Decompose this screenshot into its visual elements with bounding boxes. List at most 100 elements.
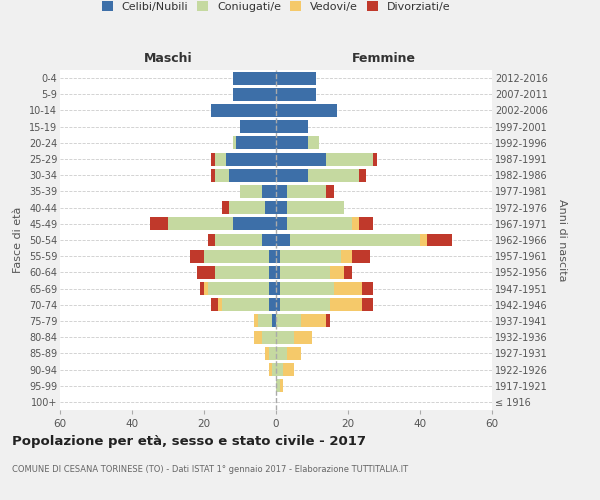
Bar [222,298,269,311]
Bar [211,104,276,117]
Bar [294,330,312,344]
Bar [427,234,452,246]
Bar [200,282,204,295]
Bar [287,347,301,360]
Bar [280,298,330,311]
Bar [226,152,276,166]
Bar [269,363,272,376]
Bar [190,250,204,262]
Bar [215,266,269,279]
Bar [420,234,427,246]
Bar [276,218,287,230]
Bar [359,218,373,230]
Bar [276,88,316,101]
Bar [280,266,330,279]
Bar [211,169,215,181]
Bar [276,152,326,166]
Bar [276,234,290,246]
Bar [276,72,316,85]
Bar [254,314,258,328]
Bar [308,136,319,149]
Bar [240,120,276,133]
Bar [262,185,276,198]
Bar [269,347,276,360]
Bar [211,298,218,311]
Bar [344,266,352,279]
Bar [269,282,276,295]
Bar [352,250,370,262]
Bar [280,379,283,392]
Bar [326,314,330,328]
Bar [341,250,352,262]
Bar [276,201,287,214]
Bar [233,136,236,149]
Text: Femmine: Femmine [352,52,416,65]
Bar [276,330,294,344]
Bar [287,201,344,214]
Bar [276,136,308,149]
Bar [215,234,262,246]
Legend: Celibi/Nubili, Coniugati/e, Vedovi/e, Divorziati/e: Celibi/Nubili, Coniugati/e, Vedovi/e, Di… [101,1,451,11]
Bar [359,169,366,181]
Bar [215,152,226,166]
Bar [215,169,229,181]
Bar [373,152,377,166]
Bar [272,314,276,328]
Bar [233,218,276,230]
Bar [276,250,280,262]
Bar [197,266,215,279]
Bar [330,298,362,311]
Bar [265,347,269,360]
Bar [269,266,276,279]
Bar [265,201,276,214]
Bar [280,282,334,295]
Bar [208,282,269,295]
Bar [276,379,280,392]
Bar [276,120,308,133]
Bar [229,169,276,181]
Bar [326,152,373,166]
Text: Maschi: Maschi [143,52,193,65]
Bar [290,234,420,246]
Bar [276,347,287,360]
Bar [208,234,215,246]
Bar [272,363,276,376]
Bar [276,169,308,181]
Bar [262,330,276,344]
Bar [334,282,362,295]
Bar [287,185,326,198]
Y-axis label: Fasce di età: Fasce di età [13,207,23,273]
Bar [326,185,334,198]
Bar [218,298,222,311]
Bar [362,298,373,311]
Bar [276,266,280,279]
Bar [276,282,280,295]
Bar [204,250,269,262]
Bar [269,250,276,262]
Bar [276,185,287,198]
Bar [352,218,359,230]
Bar [222,201,229,214]
Bar [229,201,265,214]
Bar [254,330,262,344]
Bar [258,314,272,328]
Bar [276,104,337,117]
Bar [283,363,294,376]
Bar [308,169,359,181]
Text: COMUNE DI CESANA TORINESE (TO) - Dati ISTAT 1° gennaio 2017 - Elaborazione TUTTI: COMUNE DI CESANA TORINESE (TO) - Dati IS… [12,465,408,474]
Bar [233,72,276,85]
Bar [276,298,280,311]
Bar [301,314,326,328]
Text: Popolazione per età, sesso e stato civile - 2017: Popolazione per età, sesso e stato civil… [12,435,366,448]
Bar [287,218,352,230]
Bar [240,185,262,198]
Bar [150,218,168,230]
Bar [168,218,233,230]
Y-axis label: Anni di nascita: Anni di nascita [557,198,567,281]
Bar [204,282,208,295]
Bar [362,282,373,295]
Bar [280,250,341,262]
Bar [276,314,301,328]
Bar [262,234,276,246]
Bar [233,88,276,101]
